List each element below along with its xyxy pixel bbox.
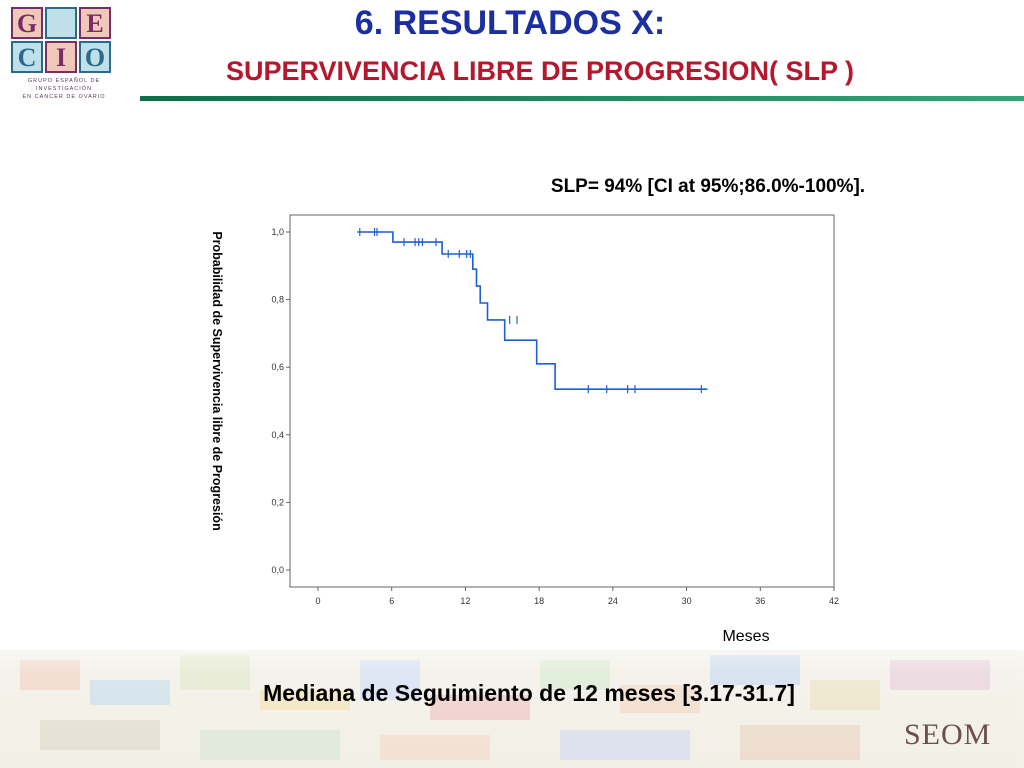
slide-subtitle: SUPERVIVENCIA LIBRE DE PROGRESION( SLP ) [225,56,855,86]
logo-caption-2: INVESTIGACIÓN [36,85,92,92]
km-survival-chart: Probabilidad de Supervivencia libre de P… [210,214,839,645]
logo-letter-g: G [17,9,37,38]
seom-logo: SEOM [904,718,992,751]
survival-curve [357,231,708,390]
x-tick-label: 30 [682,596,692,606]
y-axis-label: Probabilidad de Supervivencia libre de P… [210,231,224,530]
slp-annotation: SLP= 94% [CI at 95%;86.0%-100%]. [550,176,866,197]
logo-letter-e: E [86,9,103,38]
geico-logo: G E C I O GRUPO ESPAÑOL DE INVESTIGACIÓN… [11,7,111,100]
logo-caption-1: GRUPO ESPAÑOL DE [28,77,100,84]
x-tick-label: 24 [608,596,618,606]
x-tick-label: 6 [389,596,394,606]
logo-letter-c: C [18,43,37,72]
header-rule [140,96,1024,101]
x-tick-label: 36 [755,596,765,606]
y-tick-label: 0,6 [271,362,284,372]
logo-letter-i: I [56,43,66,72]
x-tick-label: 42 [829,596,839,606]
y-tick-label: 0,4 [271,430,284,440]
x-tick-label: 18 [534,596,544,606]
plot-frame [289,214,835,588]
logo-caption-3: EN CÁNCER DE OVARIO [22,93,105,100]
logo-letter-o: O [85,43,105,72]
y-tick-label: 1,0 [271,227,284,237]
slide-title: 6. RESULTADOS X: [354,4,666,42]
footer-mosaic [0,620,1024,768]
x-axis-label: Meses [722,628,769,645]
y-tick-label: 0,0 [271,565,284,575]
x-tick-label: 12 [460,596,470,606]
y-tick-label: 0,8 [271,295,284,305]
x-tick-label: 0 [315,596,320,606]
y-tick-label: 0,2 [271,497,284,507]
follow-up-median: Mediana de Seguimiento de 12 meses [3.17… [263,680,795,706]
